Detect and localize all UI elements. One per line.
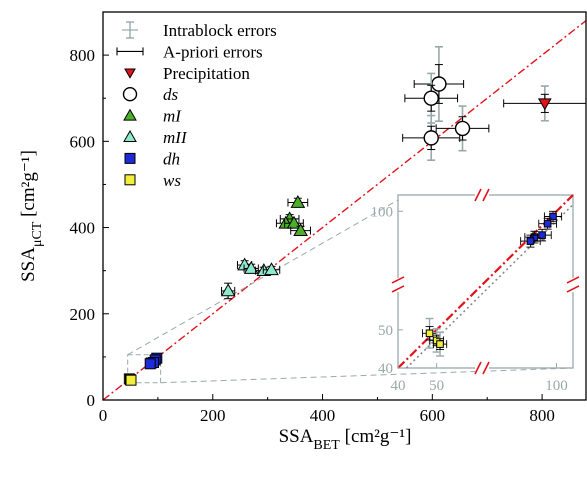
y-tick-label: 200 [70, 305, 96, 324]
legend-label: Precipitation [163, 64, 250, 83]
point-dh-4 [144, 358, 156, 370]
series-dh [144, 352, 163, 370]
zoom-connector-top [127, 199, 399, 356]
inset-x-tick-label: 40 [391, 378, 406, 394]
legend-item-7: ws [124, 171, 181, 190]
inset-break-top-gap [474, 189, 489, 201]
series-ds [402, 46, 490, 161]
inset-fit-line [405, 204, 574, 369]
inset-point-dh-3 [538, 231, 546, 239]
legend-label: ds [163, 85, 179, 104]
point-mII-4 [264, 262, 279, 276]
point-mI-3 [286, 215, 302, 229]
legend-ds-symbol [122, 86, 138, 102]
point-mII-2 [243, 261, 259, 274]
y-tick-label: 800 [70, 46, 96, 65]
zoom-box [127, 354, 162, 384]
inset-break-top-slash-a [474, 188, 482, 202]
inset-y-tick-label: 50 [378, 323, 393, 339]
legend-item-0: Intrablock errors [122, 21, 277, 40]
legend-item-5: mII [123, 128, 188, 147]
legend-item-6: dh [124, 149, 180, 168]
inset-break-left-slash-a [391, 276, 405, 284]
legend-label: mI [163, 107, 182, 126]
inset-break-right-slash-b [566, 285, 580, 293]
y-tick-label: 0 [87, 391, 96, 410]
inset-x-tick-label: 50 [429, 378, 444, 394]
point-Precipitation-0 [537, 98, 552, 111]
legend-mI-symbol [123, 108, 137, 121]
x-tick-label: 200 [200, 406, 226, 425]
inset-series-ws [422, 317, 448, 357]
inset-y-tick-label: 40 [378, 361, 393, 377]
series-ws [123, 373, 137, 386]
y-tick-label: 400 [70, 219, 96, 238]
legend-label: Intrablock errors [163, 21, 277, 40]
point-mI-0 [290, 195, 306, 208]
legend-item-4: mI [123, 107, 182, 126]
inset-y-tick-label: 100 [371, 204, 394, 220]
legend-label: dh [163, 149, 180, 168]
x-tick-label: 600 [420, 406, 446, 425]
zoom-connector-bottom [160, 367, 574, 384]
x-tick-label: 400 [310, 406, 336, 425]
point-ds-3 [423, 130, 439, 146]
x-tick-label: 0 [99, 406, 108, 425]
inset-break-bottom-slash-a [474, 361, 482, 375]
point-ds-1 [423, 90, 439, 106]
inset-point-dh-0 [549, 212, 557, 221]
series-Precipitation [503, 85, 587, 122]
legend-item-3: ds [122, 85, 179, 104]
inset-point-ws-2 [436, 340, 444, 348]
point-ws-2 [125, 374, 137, 386]
legend-ws-symbol [124, 174, 136, 186]
inset-point-dh-1 [543, 219, 552, 228]
legend-dh-symbol [124, 152, 136, 164]
point-mII-0 [220, 283, 236, 297]
x-axis-title: SSABET [cm²g⁻¹] [279, 426, 412, 453]
point-mI-4 [293, 223, 308, 236]
inset-break-bottom-gap [474, 362, 489, 374]
legend-mII-symbol [123, 129, 137, 142]
legend-item-2: Precipitation [124, 64, 250, 83]
legend-item-1: A-priori errors [116, 42, 263, 61]
inset-break-bottom-slash-b [482, 361, 490, 375]
legend-precipitation-symbol [124, 68, 136, 79]
identity-line [102, 20, 587, 401]
legend-label: A-priori errors [163, 42, 263, 61]
x-tick-label: 800 [529, 406, 555, 425]
inset-x-tick-label: 100 [545, 378, 568, 394]
y-axis-title: SSAμCT [cm²g⁻¹] [18, 150, 45, 282]
y-tick-label: 600 [70, 132, 96, 151]
series-mII [220, 257, 281, 300]
point-ds-2 [454, 120, 471, 137]
inset-break-left-slash-b [391, 285, 405, 293]
inset-break-bottom [474, 361, 490, 375]
inset-series-dh [520, 210, 563, 248]
inset-point-dh-2 [530, 233, 539, 241]
inset-break-top-slash-b [482, 188, 490, 202]
inset-point-dh-4 [526, 237, 535, 245]
inset-point-ws-0 [425, 329, 434, 338]
inset-break-right-slash-a [566, 276, 580, 284]
inset-break-left [391, 276, 405, 293]
legend-label: ws [163, 171, 181, 190]
inset-break-right [566, 276, 580, 293]
legend-apriori-symbol [116, 47, 144, 56]
series-mI [275, 195, 311, 236]
legend-label: mII [163, 128, 188, 147]
plot-frame [102, 11, 587, 401]
point-ds-0 [431, 76, 447, 92]
inset-break-top [474, 188, 490, 202]
